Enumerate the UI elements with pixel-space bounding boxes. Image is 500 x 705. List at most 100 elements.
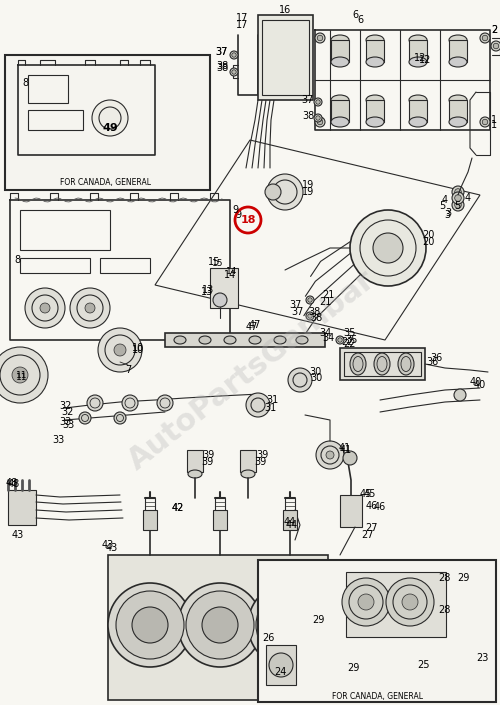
Text: 2: 2: [491, 25, 497, 35]
Bar: [409, 100, 427, 122]
Text: 48: 48: [8, 479, 20, 489]
Text: 29: 29: [312, 615, 324, 625]
Text: 35: 35: [344, 328, 356, 338]
Ellipse shape: [374, 353, 390, 375]
Text: 32: 32: [62, 407, 74, 417]
Bar: [187, 450, 203, 472]
Text: 37: 37: [216, 47, 228, 57]
Text: 10: 10: [132, 345, 144, 355]
Circle shape: [308, 298, 312, 302]
Text: 41: 41: [340, 445, 352, 455]
Ellipse shape: [224, 336, 236, 344]
Ellipse shape: [366, 35, 384, 45]
Circle shape: [480, 117, 490, 127]
Text: 1: 1: [491, 115, 497, 125]
Text: 8: 8: [14, 255, 20, 265]
Circle shape: [79, 412, 91, 424]
Text: 40: 40: [470, 377, 482, 387]
Ellipse shape: [398, 353, 414, 375]
Circle shape: [454, 202, 462, 208]
Text: FOR CANADA, GENERAL: FOR CANADA, GENERAL: [60, 178, 152, 188]
Circle shape: [338, 338, 342, 342]
Text: 23: 23: [476, 653, 488, 663]
Text: 43: 43: [106, 543, 118, 553]
Text: 21: 21: [319, 297, 331, 307]
Circle shape: [454, 389, 466, 401]
Text: 12: 12: [414, 53, 426, 63]
Bar: [340, 348, 425, 380]
Text: 45: 45: [360, 489, 372, 499]
Text: 8: 8: [22, 78, 28, 88]
Text: 27: 27: [362, 530, 374, 540]
Bar: [20, 258, 90, 273]
Ellipse shape: [449, 95, 467, 105]
Text: 39: 39: [201, 457, 213, 467]
Text: 17: 17: [236, 13, 248, 23]
Text: 42: 42: [172, 503, 184, 513]
Text: 33: 33: [52, 435, 64, 445]
Ellipse shape: [249, 336, 261, 344]
Text: 26: 26: [262, 633, 274, 643]
Circle shape: [248, 583, 332, 667]
Text: 3: 3: [444, 210, 450, 220]
Text: 47: 47: [249, 320, 261, 330]
Ellipse shape: [274, 336, 286, 344]
Text: 5: 5: [454, 201, 460, 211]
Text: 32: 32: [59, 401, 71, 411]
Text: 40: 40: [474, 380, 486, 390]
Text: 4: 4: [465, 193, 471, 203]
Text: 28: 28: [438, 605, 450, 615]
Bar: [213, 510, 227, 530]
Ellipse shape: [449, 57, 467, 67]
Text: 30: 30: [310, 373, 322, 383]
Text: 28: 28: [438, 573, 450, 583]
Bar: [449, 40, 467, 62]
Text: 15: 15: [212, 259, 224, 267]
Circle shape: [480, 33, 490, 43]
Text: 38: 38: [308, 307, 320, 317]
Text: 7: 7: [125, 365, 131, 375]
Text: 20: 20: [422, 230, 434, 240]
Text: 37: 37: [290, 300, 302, 310]
Bar: [366, 40, 384, 62]
Ellipse shape: [409, 95, 427, 105]
Circle shape: [402, 594, 418, 610]
Bar: [143, 510, 157, 530]
Circle shape: [246, 393, 270, 417]
Text: 27: 27: [366, 523, 378, 533]
Text: 4: 4: [442, 195, 448, 205]
Circle shape: [314, 98, 322, 106]
Text: 41: 41: [339, 443, 351, 453]
Bar: [346, 572, 446, 637]
Text: 19: 19: [302, 180, 314, 190]
Bar: [331, 100, 349, 122]
Bar: [28, 75, 68, 103]
Circle shape: [132, 607, 168, 643]
Circle shape: [358, 594, 374, 610]
Text: 37: 37: [292, 307, 304, 317]
Ellipse shape: [174, 336, 186, 344]
Circle shape: [452, 199, 464, 211]
Text: 36: 36: [430, 353, 442, 363]
Bar: [240, 450, 256, 472]
Circle shape: [232, 70, 236, 74]
Circle shape: [315, 33, 325, 43]
Circle shape: [452, 186, 464, 198]
Text: 35: 35: [346, 335, 358, 345]
Ellipse shape: [449, 35, 467, 45]
Circle shape: [213, 293, 227, 307]
Circle shape: [98, 328, 142, 372]
Circle shape: [373, 233, 403, 263]
Circle shape: [25, 288, 65, 328]
Text: 34: 34: [319, 328, 331, 338]
Bar: [28, 110, 83, 130]
Text: 44: 44: [284, 517, 296, 527]
Circle shape: [350, 210, 426, 286]
Circle shape: [306, 312, 314, 320]
Ellipse shape: [241, 470, 255, 478]
Text: 21: 21: [322, 290, 334, 300]
Circle shape: [315, 117, 325, 127]
Circle shape: [318, 119, 323, 125]
Bar: [5, 55, 210, 190]
Bar: [266, 645, 296, 685]
